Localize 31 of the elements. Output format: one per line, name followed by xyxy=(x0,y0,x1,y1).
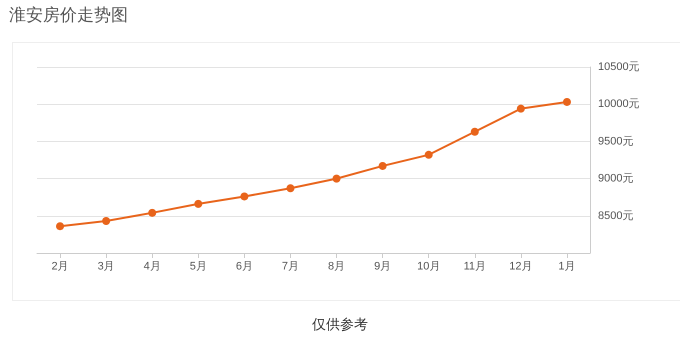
point xyxy=(332,174,341,183)
y-tick-label: 10000元 xyxy=(598,98,640,110)
y-tick-label: 9000元 xyxy=(598,172,634,185)
x-tick-label: 10月 xyxy=(417,260,440,272)
y-tick-label: 9500元 xyxy=(598,135,634,148)
x-tick-label: 12月 xyxy=(509,260,532,272)
x-tick-label: 6月 xyxy=(236,260,253,272)
point xyxy=(102,217,110,226)
point xyxy=(286,184,294,192)
chart-title: 淮安房价走势图 xyxy=(9,6,128,26)
x-tick-label: 8月 xyxy=(328,260,346,272)
text: 仅供参考 xyxy=(312,317,368,333)
x-tick-label: 1月 xyxy=(558,260,576,272)
x-tick-label: 11月 xyxy=(464,260,486,272)
point xyxy=(378,162,387,170)
y-tick-label: 10500元 xyxy=(598,61,640,73)
x-tick-label: 7月 xyxy=(282,260,300,272)
point xyxy=(424,150,433,159)
x-tick-label: 9月 xyxy=(374,260,392,272)
point xyxy=(148,208,156,217)
x-tick-label: 4月 xyxy=(144,260,161,272)
point xyxy=(56,222,64,230)
x-tick-label: 5月 xyxy=(190,260,207,272)
x-tick-label: 2月 xyxy=(51,260,69,272)
point xyxy=(562,98,571,106)
point xyxy=(240,192,248,200)
point xyxy=(516,104,525,113)
y-tick-label: 8500元 xyxy=(598,210,634,222)
point xyxy=(470,128,479,136)
point xyxy=(194,200,202,208)
x-tick-label: 3月 xyxy=(98,260,115,272)
